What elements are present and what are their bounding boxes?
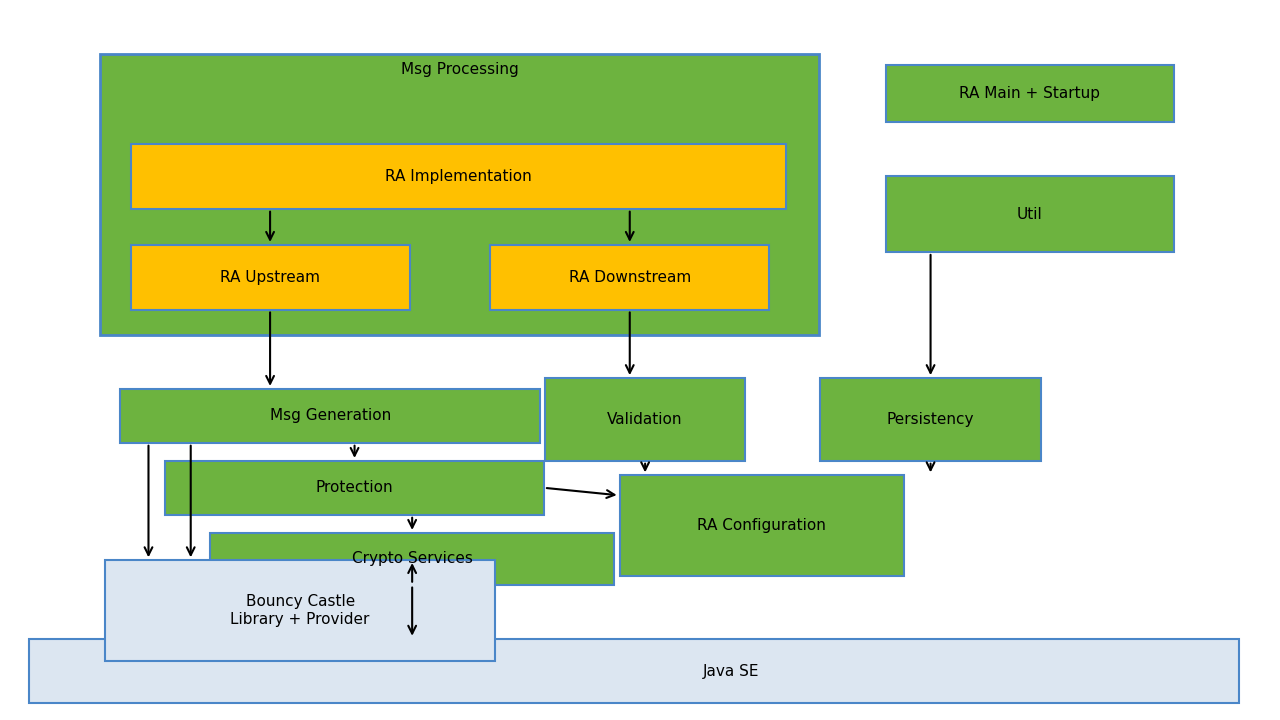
- Text: RA Configuration: RA Configuration: [698, 518, 826, 533]
- FancyBboxPatch shape: [886, 176, 1174, 252]
- FancyBboxPatch shape: [131, 144, 786, 209]
- Text: RA Implementation: RA Implementation: [385, 169, 531, 184]
- Text: Java SE: Java SE: [703, 664, 759, 678]
- FancyBboxPatch shape: [820, 378, 1041, 461]
- Text: RA Main + Startup: RA Main + Startup: [959, 86, 1101, 101]
- Text: RA Upstream: RA Upstream: [220, 270, 320, 284]
- Text: Protection: Protection: [316, 480, 393, 495]
- Text: Bouncy Castle
Library + Provider: Bouncy Castle Library + Provider: [230, 595, 370, 626]
- Text: Persistency: Persistency: [887, 412, 974, 427]
- FancyBboxPatch shape: [545, 378, 745, 461]
- FancyBboxPatch shape: [886, 65, 1174, 122]
- Text: RA Downstream: RA Downstream: [568, 270, 691, 284]
- FancyBboxPatch shape: [120, 389, 540, 443]
- FancyBboxPatch shape: [29, 639, 1239, 703]
- Text: Validation: Validation: [608, 412, 682, 427]
- FancyBboxPatch shape: [131, 245, 410, 310]
- FancyBboxPatch shape: [620, 475, 904, 576]
- FancyBboxPatch shape: [210, 533, 614, 585]
- Text: Msg Processing: Msg Processing: [401, 63, 518, 77]
- FancyBboxPatch shape: [165, 461, 544, 515]
- FancyBboxPatch shape: [105, 560, 495, 661]
- Text: Crypto Services: Crypto Services: [352, 552, 472, 566]
- Text: Msg Generation: Msg Generation: [270, 408, 390, 423]
- Text: Util: Util: [1016, 207, 1043, 222]
- FancyBboxPatch shape: [100, 54, 819, 335]
- FancyBboxPatch shape: [490, 245, 769, 310]
